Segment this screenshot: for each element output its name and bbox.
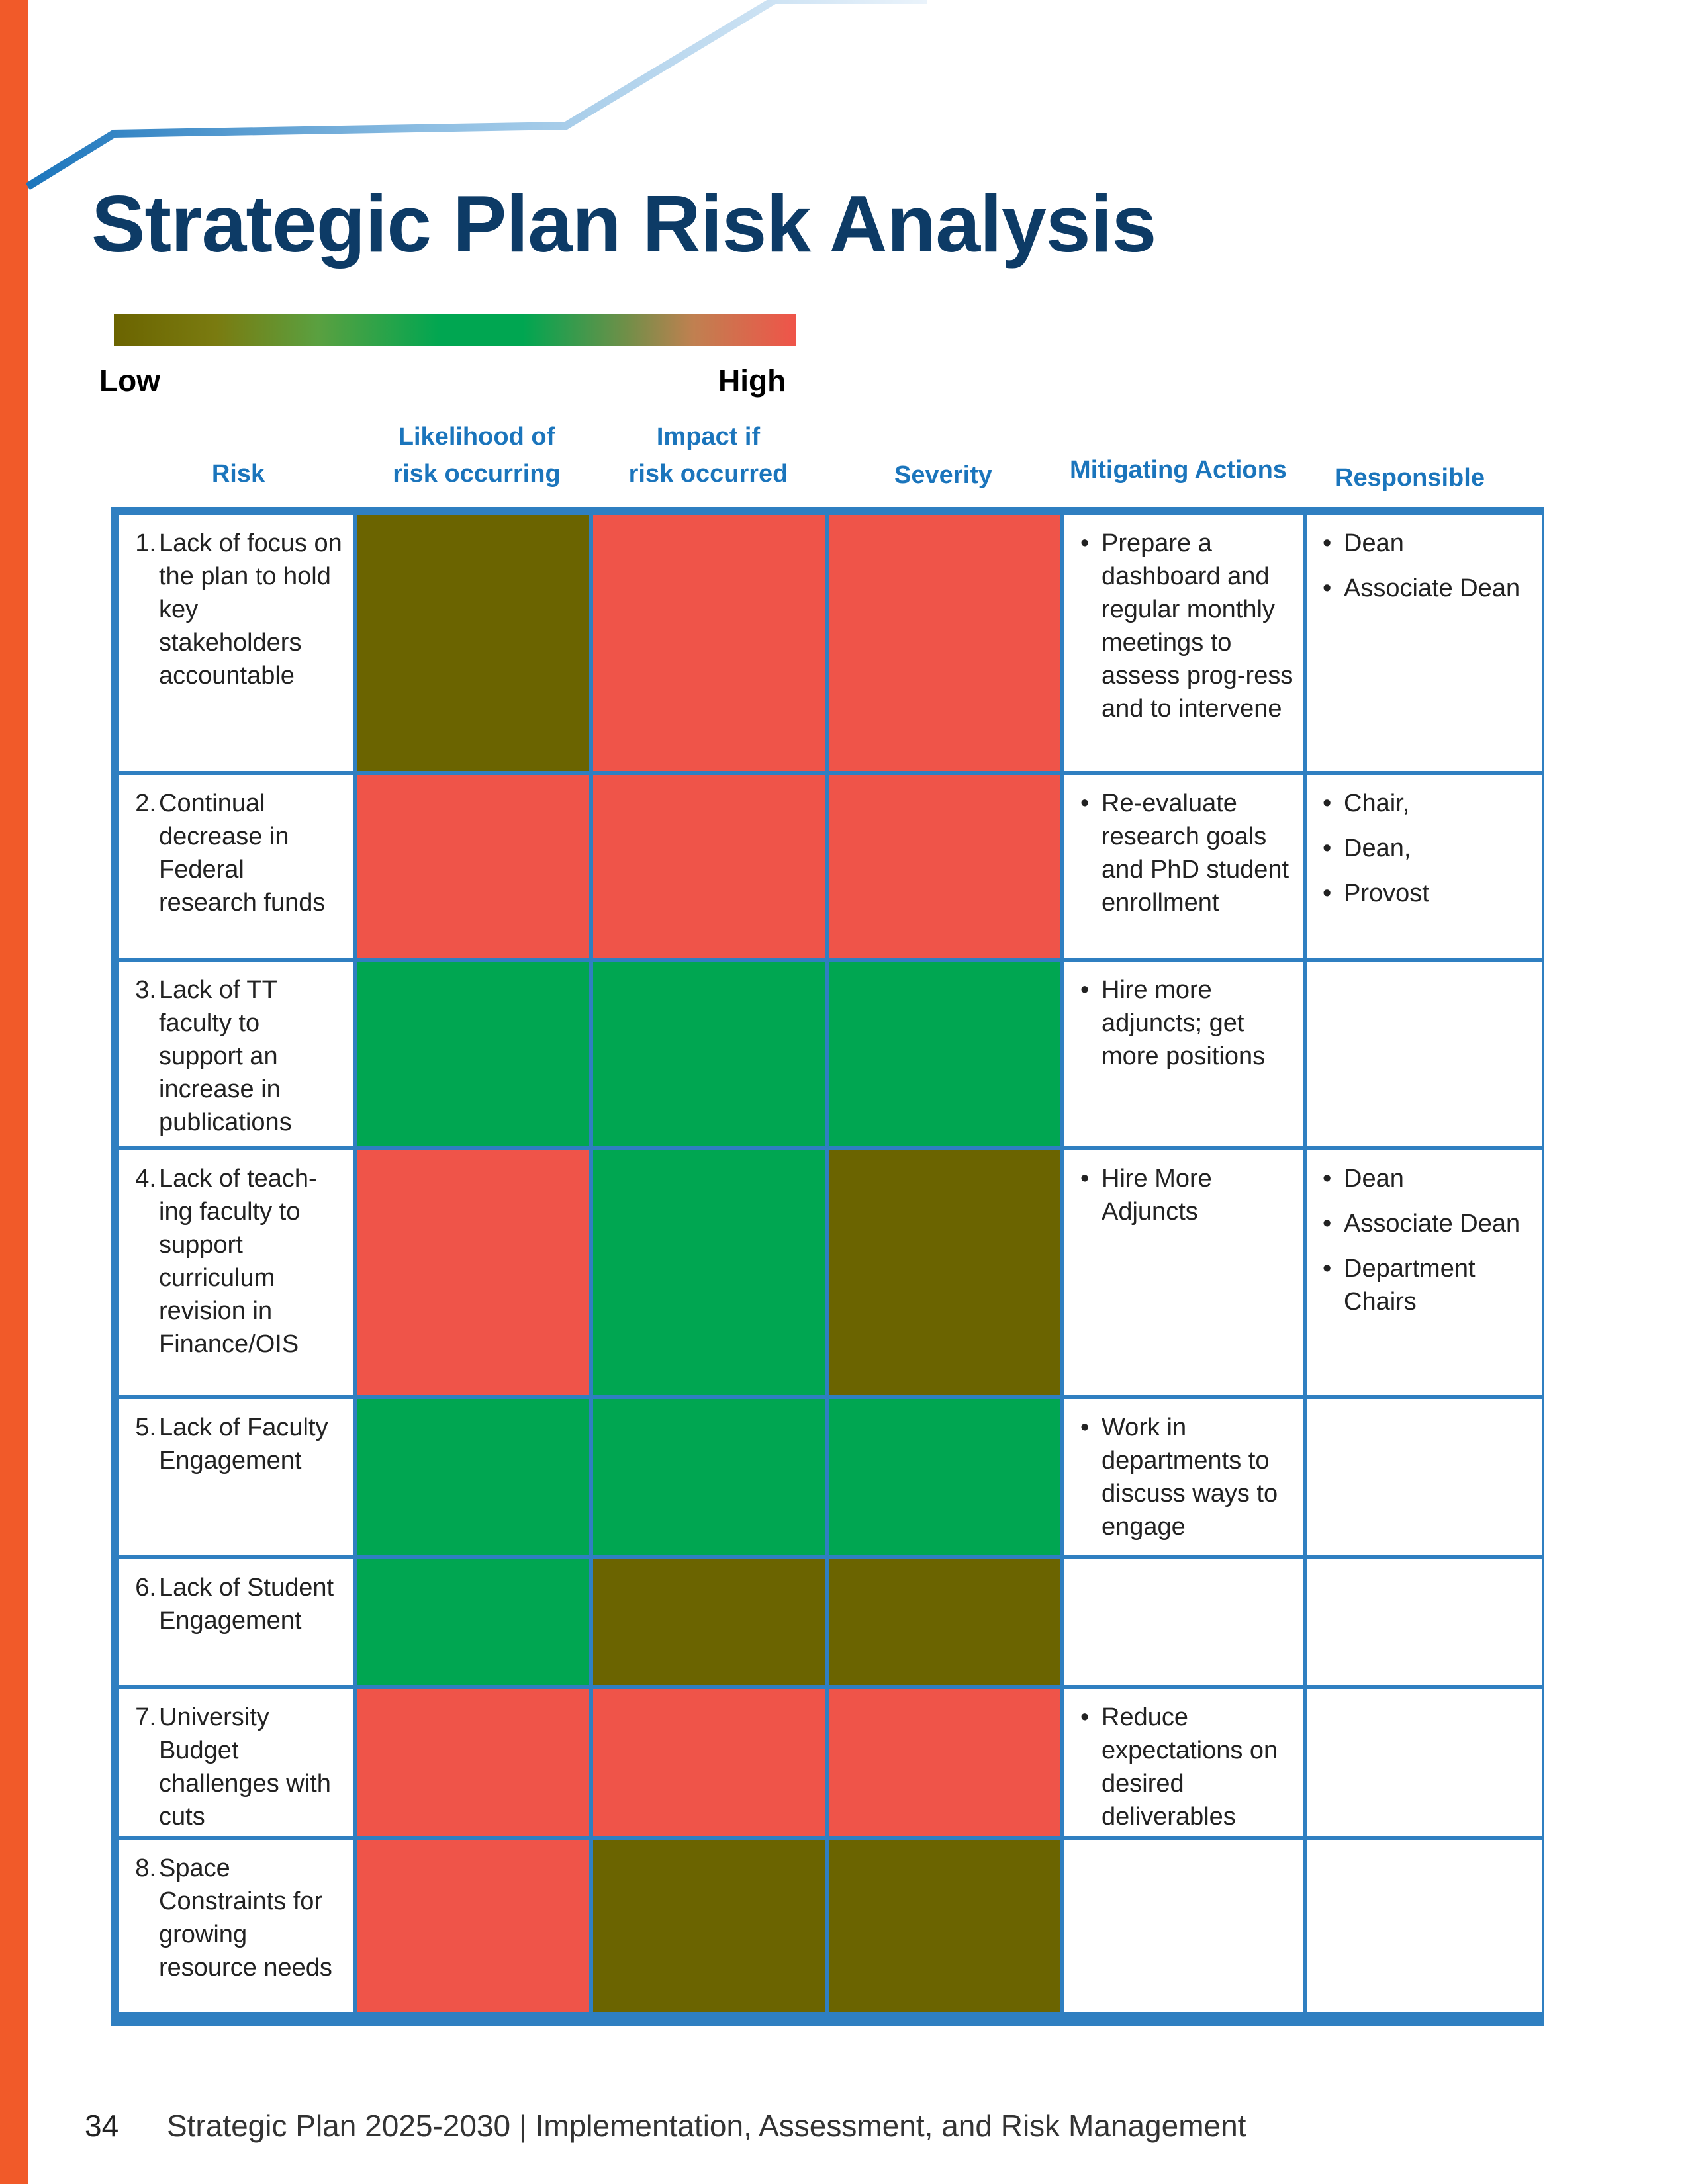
action-item: Work in departments to discuss ways to e… (1074, 1411, 1293, 1543)
severity-rating-cell (829, 1150, 1060, 1395)
likelihood-rating-cell (357, 1689, 589, 1836)
impact-rating-cell (593, 1399, 825, 1555)
risk-cell: 1. Lack of focus on the plan to hold key … (119, 515, 353, 771)
risk-text: Continual decrease in Federal research f… (159, 790, 326, 917)
risk-number: 1. (135, 529, 156, 557)
decorative-line (25, 0, 927, 191)
responsible-cell: Chair, Dean, Provost (1307, 775, 1542, 958)
orange-side-bar (0, 0, 28, 2184)
severity-rating-cell (829, 1840, 1060, 2012)
risk-scale-gradient (114, 314, 796, 346)
risk-cell: 2. Continual decrease in Federal research… (119, 775, 353, 958)
risk-number: 2. (135, 790, 156, 817)
header-risk: Risk (211, 460, 265, 488)
likelihood-rating-cell (357, 1150, 589, 1395)
likelihood-rating-cell (357, 962, 589, 1146)
impact-rating-cell (593, 1150, 825, 1395)
action-item: Hire more adjuncts; get more positions (1074, 974, 1293, 1073)
risk-text: Lack of focus on the plan to hold key st… (159, 529, 342, 690)
action-item: Reduce expectations on desired deliverab… (1074, 1701, 1293, 1833)
mitigating-actions-cell: Reduce expectations on desired deliverab… (1064, 1689, 1303, 1836)
risk-number: 3. (135, 976, 156, 1004)
risk-text: Lack of TT faculty to support an increas… (159, 976, 292, 1136)
mitigating-actions-cell: Re-evaluate research goals and PhD stude… (1064, 775, 1303, 958)
risk-text: Lack of Student Engagement (159, 1574, 334, 1635)
action-item: Prepare a dashboard and regular monthly … (1074, 527, 1293, 725)
risk-cell: 3. Lack of TT faculty to support an incre… (119, 962, 353, 1146)
mitigating-actions-cell: Prepare a dashboard and regular monthly … (1064, 515, 1303, 771)
responsible-cell: Dean Associate Dean Department Chairs (1307, 1150, 1542, 1395)
risk-number: 8. (135, 1854, 156, 1882)
severity-rating-cell (829, 775, 1060, 958)
page-number: 34 (85, 2109, 119, 2143)
impact-rating-cell (593, 1840, 825, 2012)
footer: 34 Strategic Plan 2025-2030 | Implementa… (85, 2108, 1246, 2144)
responsible-cell (1307, 1840, 1542, 2012)
footer-text: Strategic Plan 2025-2030 | Implementatio… (166, 2109, 1246, 2143)
risk-text: Space Constraints for growing resource n… (159, 1854, 332, 1981)
scale-high-label: High (718, 363, 786, 398)
mitigating-actions-cell: Hire more adjuncts; get more positions (1064, 962, 1303, 1146)
severity-rating-cell (829, 1689, 1060, 1836)
responsible-item: Department Chairs (1316, 1252, 1532, 1318)
responsible-item: Dean (1316, 527, 1532, 560)
likelihood-rating-cell (357, 1840, 589, 2012)
action-item: Hire More Adjuncts (1074, 1162, 1293, 1228)
risk-cell: 8. Space Constraints for growing resource… (119, 1840, 353, 2012)
responsible-cell (1307, 1399, 1542, 1555)
risk-cell: 5. Lack of Faculty Engagement (119, 1399, 353, 1555)
mitigating-actions-cell: Hire More Adjuncts (1064, 1150, 1303, 1395)
page-title: Strategic Plan Risk Analysis (91, 179, 1156, 269)
responsible-item: Dean (1316, 1162, 1532, 1195)
responsible-cell (1307, 1559, 1542, 1685)
likelihood-rating-cell (357, 1399, 589, 1555)
risk-text: Lack of Faculty Engagement (159, 1414, 328, 1475)
likelihood-rating-cell (357, 775, 589, 958)
risk-text: University Budget challenges with cuts (159, 1704, 331, 1831)
responsible-cell (1307, 1689, 1542, 1836)
impact-rating-cell (593, 775, 825, 958)
risk-number: 4. (135, 1165, 156, 1193)
likelihood-rating-cell (357, 515, 589, 771)
severity-rating-cell (829, 1559, 1060, 1685)
header-severity: Severity (894, 461, 992, 489)
severity-rating-cell (829, 962, 1060, 1146)
header-impact: Impact if risk occurred (628, 423, 788, 488)
risk-cell: 6. Lack of Student Engagement (119, 1559, 353, 1685)
impact-rating-cell (593, 1559, 825, 1685)
impact-rating-cell (593, 962, 825, 1146)
responsible-cell: Dean Associate Dean (1307, 515, 1542, 771)
header-likelihood: Likelihood of risk occurring (393, 423, 561, 488)
mitigating-actions-cell (1064, 1840, 1303, 2012)
responsible-item: Chair, (1316, 787, 1532, 820)
risk-text: Lack of teach-ing faculty to support cur… (159, 1165, 317, 1358)
mitigating-actions-cell: Work in departments to discuss ways to e… (1064, 1399, 1303, 1555)
risk-number: 7. (135, 1704, 156, 1731)
header-responsible: Responsible (1335, 464, 1485, 492)
risk-table: 1. Lack of focus on the plan to hold key … (111, 507, 1544, 2026)
responsible-item: Associate Dean (1316, 572, 1532, 605)
scale-low-label: Low (99, 363, 160, 398)
responsible-item: Dean, (1316, 832, 1532, 865)
severity-rating-cell (829, 1399, 1060, 1555)
responsible-item: Associate Dean (1316, 1207, 1532, 1240)
likelihood-rating-cell (357, 1559, 589, 1685)
risk-cell: 4. Lack of teach-ing faculty to support c… (119, 1150, 353, 1395)
responsible-cell (1307, 962, 1542, 1146)
severity-rating-cell (829, 515, 1060, 771)
impact-rating-cell (593, 515, 825, 771)
action-item: Re-evaluate research goals and PhD stude… (1074, 787, 1293, 919)
impact-rating-cell (593, 1689, 825, 1836)
responsible-item: Provost (1316, 877, 1532, 910)
mitigating-actions-cell (1064, 1559, 1303, 1685)
risk-cell: 7. University Budget challenges with cuts (119, 1689, 353, 1836)
risk-number: 6. (135, 1574, 156, 1602)
risk-number: 5. (135, 1414, 156, 1441)
header-mitigating-actions: Mitigating Actions (1070, 456, 1287, 484)
